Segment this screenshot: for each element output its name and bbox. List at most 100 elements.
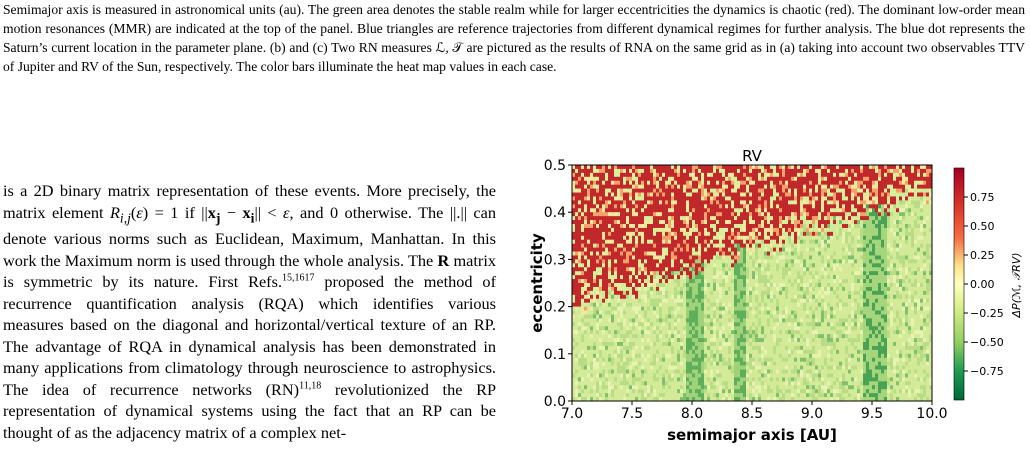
heatmap-cell [659,286,663,292]
heatmap-cell [701,263,705,268]
heatmap-cell [641,204,645,209]
heatmap-cell [914,239,918,244]
heatmap-cell [791,263,795,268]
heatmap-cell [578,216,582,221]
ref-1[interactable]: 15,1617 [282,272,315,284]
heatmap-cell [680,216,684,221]
heatmap-cell [653,208,657,213]
heatmap-cell [590,279,594,284]
heatmap-cell [644,200,648,205]
heatmap-cell [674,208,678,213]
heatmap-cell [764,298,768,303]
heatmap-cell [680,286,684,292]
heatmap-cell [662,294,666,300]
heatmap-cell [833,231,837,237]
heatmap-cell [776,263,780,268]
heatmap-cell [761,251,765,256]
heatmap-cell [773,235,777,241]
heatmap-cell [722,322,726,327]
heatmap-cell [821,180,825,185]
heatmap-cell [743,318,747,323]
heatmap-cell [923,239,927,244]
heatmap-cell [665,208,669,213]
heatmap-cell [845,298,849,303]
heatmap-cell [830,220,834,225]
heatmap-cell [674,310,678,315]
heatmap-cell [584,251,588,256]
heatmap-cell [665,220,669,225]
heatmap-cell [785,180,789,185]
heatmap-cell [704,165,708,170]
heatmap-cell [596,263,600,268]
heatmap-cell [671,227,675,233]
heatmap-cell [827,322,831,327]
heatmap-cell [773,165,777,170]
ref-2[interactable]: 11,18 [299,380,322,392]
heatmap-cell [929,306,933,311]
heatmap-cell [722,251,726,256]
heatmap-cell [896,220,900,225]
heatmap-cell [926,310,930,315]
heatmap-cell [770,271,774,276]
heatmap-cell [578,176,582,182]
heatmap-cell [641,208,645,213]
heatmap-cell [593,318,597,323]
heatmap-cell [878,286,882,292]
heatmap-cell [878,165,882,170]
heatmap-cell [857,306,861,311]
heatmap-cell [806,196,810,201]
heatmap-cell [587,302,591,307]
heatmap-cell [866,235,870,241]
heatmap-cell [860,283,864,288]
heatmap-cell [884,251,888,256]
heatmap-cell [584,196,588,201]
heatmap-cell [752,243,756,248]
heatmap-cell [791,227,795,233]
heatmap-cell [671,298,675,303]
heatmap-cell [683,318,687,323]
heatmap-cell [599,224,603,229]
heatmap-cell [629,275,633,280]
heatmap-cell [611,180,615,185]
heatmap-cell [707,165,711,170]
heatmap-cell [671,208,675,213]
heatmap-cell [761,243,765,248]
heatmap-cell [812,318,816,323]
heatmap-cell [674,192,678,197]
heatmap-cell [650,196,654,201]
heatmap-cell [812,314,816,319]
heatmap-cell [617,294,621,300]
heatmap-cell [824,302,828,307]
heatmap-cell [881,235,885,241]
heatmap-cell [926,204,930,209]
heatmap-cell [905,239,909,244]
heatmap-cell [797,235,801,241]
heatmap-cell [734,188,738,193]
heatmap-cell [860,180,864,185]
heatmap-cell [797,165,801,170]
heatmap-cell [731,212,735,217]
heatmap-cell [752,184,756,189]
heatmap-cell [878,231,882,237]
heatmap-cell [722,212,726,217]
heatmap-cell [818,290,822,296]
heatmap-cell [887,176,891,182]
heatmap-cell [716,326,720,331]
heatmap-cell [755,326,759,331]
heatmap-cell [722,172,726,178]
heatmap-cell [614,180,618,185]
heatmap-cell [926,290,930,296]
heatmap-cell [884,184,888,189]
heatmap-cell [614,212,618,217]
heatmap-cell [623,239,627,244]
heatmap-cell [707,196,711,201]
heatmap-cell [767,224,771,229]
heatmap-cell [689,216,693,221]
heatmap-cell [614,200,618,205]
heatmap-cell [797,279,801,284]
heatmap-cell [917,243,921,248]
heatmap-cell [737,263,741,268]
body-text-1: is a 2D binary matrix representation of … [3,181,496,222]
heatmap-cell [710,275,714,280]
heatmap-cell [737,294,741,300]
